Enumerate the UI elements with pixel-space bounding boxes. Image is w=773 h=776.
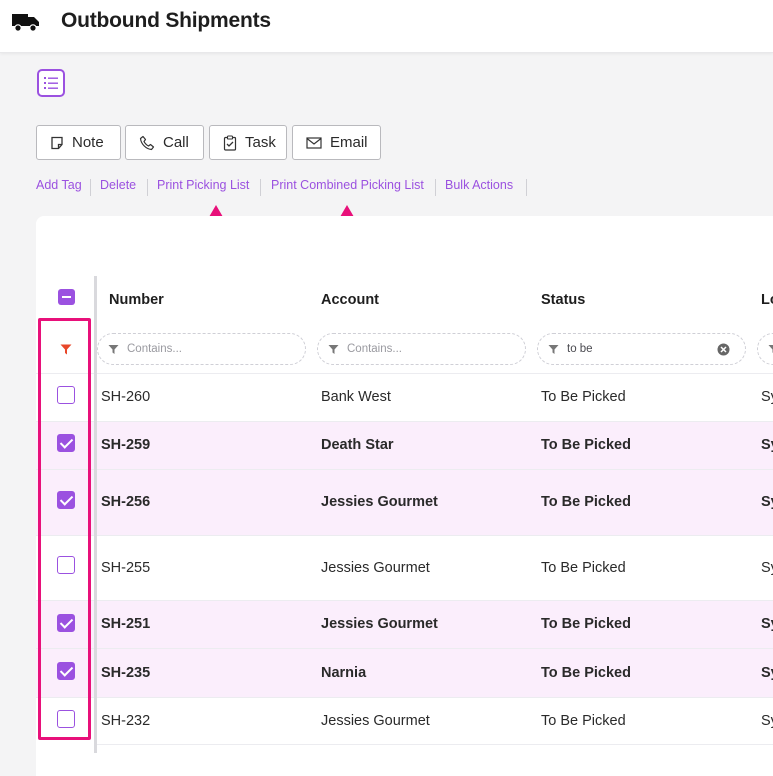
row-checkbox[interactable]: [57, 386, 75, 404]
print-picking-list-link[interactable]: Print Picking List: [157, 178, 250, 192]
cell-status: To Be Picked: [541, 560, 626, 576]
print-combined-picking-list-link[interactable]: Print Combined Picking List: [271, 178, 424, 192]
cell-number: SH-256: [101, 494, 151, 510]
task-button[interactable]: Task: [209, 125, 287, 160]
cell-account: Death Star: [321, 437, 394, 453]
note-icon: [51, 136, 63, 149]
filter-icon[interactable]: [60, 344, 72, 355]
annotation-highlight-box: [38, 318, 91, 740]
row-checkbox[interactable]: [57, 662, 75, 680]
table-row[interactable]: SH-256 Jessies Gourmet To Be Picked Sy: [97, 469, 773, 535]
cell-account: Jessies Gourmet: [321, 616, 438, 632]
call-button[interactable]: Call: [125, 125, 204, 160]
filter-value: to be: [567, 343, 593, 355]
filter-placeholder: Contains...: [347, 343, 402, 355]
email-button[interactable]: Email: [292, 125, 381, 160]
cell-account: Narnia: [321, 665, 367, 681]
table-row[interactable]: SH-255 Jessies Gourmet To Be Picked Sy: [97, 535, 773, 600]
cell-status: To Be Picked: [541, 665, 631, 681]
row-checkbox[interactable]: [57, 556, 75, 574]
truck-icon: [12, 14, 39, 32]
table-row[interactable]: SH-260 Bank West To Be Picked Sy: [97, 373, 773, 421]
number-filter-input[interactable]: Contains...: [97, 333, 306, 365]
table-row[interactable]: SH-259 Death Star To Be Picked Sy: [97, 421, 773, 469]
cell-account: Jessies Gourmet: [321, 494, 438, 510]
cell-number: SH-235: [101, 665, 151, 681]
filter-funnel-icon: [328, 344, 339, 354]
cell-number: SH-232: [101, 713, 151, 729]
clear-filter-icon[interactable]: [717, 343, 730, 356]
cell-location: Sy: [761, 713, 773, 729]
filter-funnel-icon: [768, 344, 773, 353]
status-filter-input[interactable]: to be: [537, 333, 746, 365]
cell-account: Bank West: [321, 389, 391, 405]
cell-status: To Be Picked: [541, 713, 626, 729]
column-header-location[interactable]: Lo: [761, 292, 773, 308]
table-row[interactable]: SH-235 Narnia To Be Picked Sy: [97, 648, 773, 697]
cell-status: To Be Picked: [541, 494, 631, 510]
link-separator: [90, 179, 91, 196]
task-icon: [223, 134, 237, 151]
cell-location: Sy: [761, 494, 773, 510]
add-tag-link[interactable]: Add Tag: [36, 178, 82, 192]
app-header: Outbound Shipments: [0, 0, 773, 53]
cell-location: Sy: [761, 389, 773, 405]
checkbox-cell: [36, 373, 94, 421]
column-header-status[interactable]: Status: [541, 292, 586, 308]
row-checkbox[interactable]: [57, 434, 75, 452]
email-icon: [306, 136, 322, 149]
link-separator: [435, 179, 436, 196]
email-button-label: Email: [330, 134, 368, 151]
frozen-column-divider: [94, 276, 97, 753]
column-header-account[interactable]: Account: [321, 292, 379, 308]
checkbox-cell: [36, 697, 94, 745]
table-row[interactable]: SH-251 Jessies Gourmet To Be Picked Sy: [97, 600, 773, 648]
select-all-checkbox[interactable]: [58, 289, 75, 305]
account-filter-input[interactable]: Contains...: [317, 333, 526, 365]
link-separator: [147, 179, 148, 196]
filter-funnel-icon: [108, 344, 119, 354]
row-checkbox[interactable]: [57, 710, 75, 728]
cell-account: Jessies Gourmet: [321, 560, 430, 576]
table-row[interactable]: SH-232 Jessies Gourmet To Be Picked Sy: [97, 697, 773, 745]
cell-location: Sy: [761, 616, 773, 632]
filter-funnel-icon: [548, 344, 559, 354]
phone-icon: [139, 135, 155, 150]
page-title: Outbound Shipments: [61, 9, 271, 32]
call-button-label: Call: [163, 134, 189, 151]
note-button[interactable]: Note: [36, 125, 121, 160]
cell-location: Sy: [761, 437, 773, 453]
task-button-label: Task: [245, 134, 276, 151]
filter-placeholder: Contains...: [127, 343, 182, 355]
cell-location: Sy: [761, 665, 773, 681]
list-view-button[interactable]: [37, 69, 65, 97]
cell-number: SH-260: [101, 389, 151, 405]
cell-number: SH-251: [101, 616, 151, 632]
note-button-label: Note: [72, 134, 104, 151]
checkbox-cell: [36, 535, 94, 600]
cell-status: To Be Picked: [541, 616, 631, 632]
cell-location: Sy: [761, 560, 773, 576]
list-view-icon: [44, 77, 58, 89]
link-separator: [526, 179, 527, 196]
cell-status: To Be Picked: [541, 389, 626, 405]
row-checkbox[interactable]: [57, 614, 75, 632]
cell-account: Jessies Gourmet: [321, 713, 430, 729]
cell-number: SH-255: [101, 560, 151, 576]
cell-number: SH-259: [101, 437, 151, 453]
column-header-number[interactable]: Number: [109, 292, 164, 308]
row-checkbox[interactable]: [57, 491, 75, 509]
cell-status: To Be Picked: [541, 437, 631, 453]
bulk-actions-link[interactable]: Bulk Actions: [445, 178, 514, 192]
delete-link[interactable]: Delete: [100, 178, 137, 192]
link-separator: [260, 179, 261, 196]
